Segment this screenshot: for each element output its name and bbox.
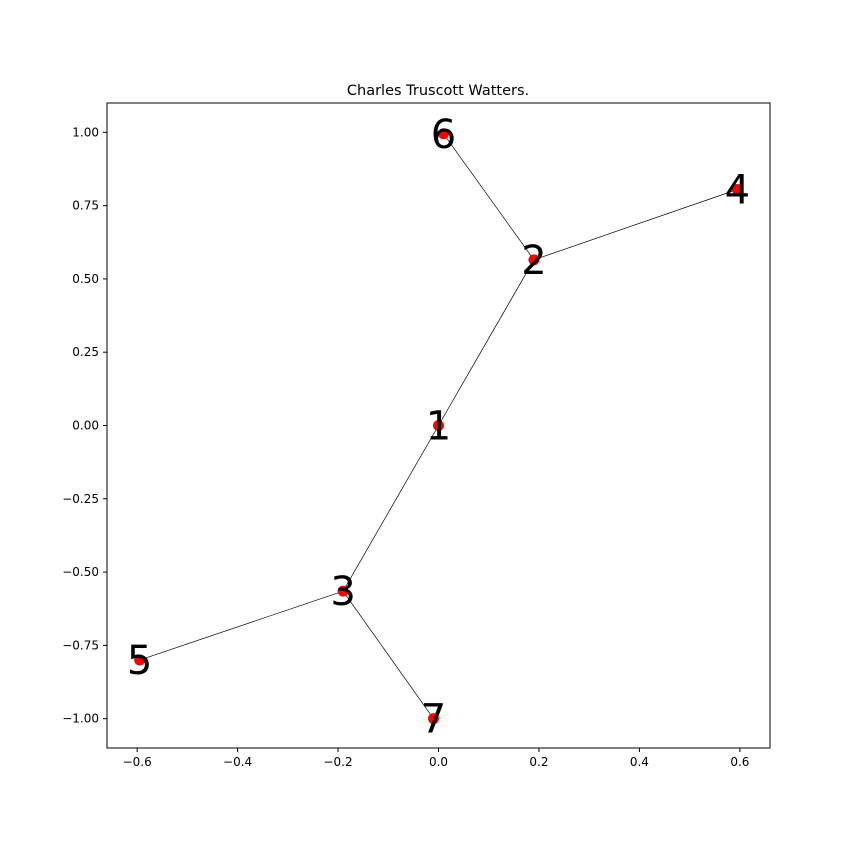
x-tick-label: 0.6: [730, 755, 749, 769]
y-tick-label: 0.00: [72, 419, 99, 433]
node-2-label: 2: [521, 238, 546, 284]
x-tick-label: 0.4: [630, 755, 649, 769]
x-tick-label: −0.2: [323, 755, 352, 769]
x-tick-label: −0.4: [223, 755, 252, 769]
node-7-label: 7: [421, 697, 446, 743]
x-tick-label: 0.2: [529, 755, 548, 769]
node-3-label: 3: [330, 569, 355, 615]
node-6-label: 6: [431, 112, 456, 158]
node-4-label: 4: [725, 167, 750, 213]
chart-title: Charles Truscott Watters.: [347, 83, 529, 99]
y-axis: 1.00 0.75 0.50 0.25 0.00 −0.25 −0.50 −0.75 −1.00: [62, 125, 107, 726]
edge-3-7: [342, 590, 434, 719]
node-5-label: 5: [127, 638, 152, 684]
edge-1-2: [438, 259, 535, 426]
x-tick-label: −0.6: [123, 755, 152, 769]
node-4-marker: [731, 183, 743, 195]
node-1-label: 1: [426, 404, 451, 450]
y-tick-label: 0.75: [72, 199, 99, 213]
y-tick-label: −1.00: [62, 712, 99, 726]
y-tick-label: −0.50: [62, 565, 99, 579]
x-tick-label: 0.0: [429, 755, 448, 769]
x-axis: −0.6 −0.4 −0.2 0.0 0.2 0.4 0.6: [123, 748, 749, 769]
edge-2-6: [443, 133, 535, 261]
y-tick-label: 1.00: [72, 125, 99, 139]
node-2-marker: [528, 254, 540, 266]
y-tick-label: 0.25: [72, 345, 99, 359]
node-7-marker: [427, 713, 439, 725]
y-tick-label: −0.25: [62, 492, 99, 506]
node-labels-layer: 1 2 3 4 5 6 7: [127, 112, 750, 743]
node-1-marker: [433, 420, 444, 431]
node-3-marker: [337, 585, 349, 597]
nodes-layer: [134, 128, 743, 725]
edges-layer: [139, 133, 738, 719]
edge-1-3: [342, 425, 439, 592]
edge-2-4: [533, 189, 738, 261]
node-6-marker: [438, 128, 450, 140]
node-5-marker: [134, 654, 146, 666]
edge-3-5: [139, 590, 344, 661]
y-tick-label: 0.50: [72, 272, 99, 286]
y-tick-label: −0.75: [62, 638, 99, 652]
